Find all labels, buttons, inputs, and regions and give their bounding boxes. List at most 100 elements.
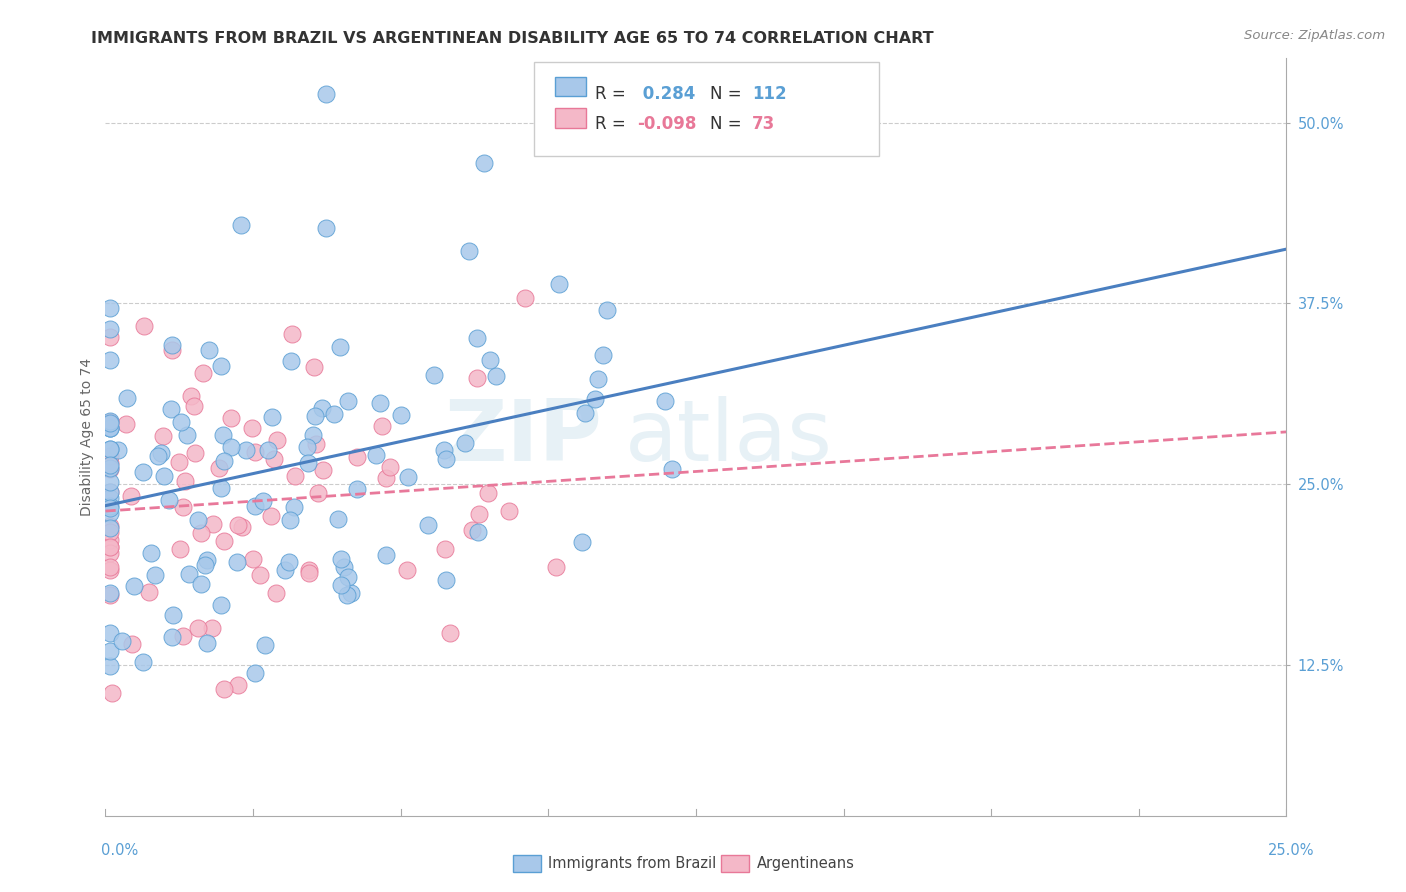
Point: [212, 454, 235, 468]
Point: [190, 577, 212, 591]
Point: [583, 392, 606, 406]
Point: [157, 492, 180, 507]
Point: [143, 567, 166, 582]
Point: [170, 415, 193, 429]
Point: [240, 421, 263, 435]
Point: [571, 535, 593, 549]
Point: [339, 586, 361, 600]
Text: R =: R =: [595, 115, 631, 133]
Point: [211, 427, 233, 442]
Point: [98, 442, 121, 457]
Point: [107, 442, 129, 457]
Text: N =: N =: [710, 115, 747, 133]
Point: [312, 463, 335, 477]
Point: [162, 338, 184, 352]
Point: [160, 630, 183, 644]
Point: [305, 437, 328, 451]
Point: [231, 218, 253, 232]
Point: [297, 441, 319, 455]
Point: [301, 427, 323, 442]
Point: [202, 516, 225, 531]
Text: ZIP: ZIP: [444, 395, 602, 479]
Point: [193, 366, 215, 380]
Point: [322, 407, 344, 421]
Point: [209, 599, 232, 613]
Text: Immigrants from Brazil: Immigrants from Brazil: [548, 856, 717, 871]
Point: [260, 410, 283, 425]
Point: [478, 352, 501, 367]
Point: [454, 435, 477, 450]
Point: [284, 469, 307, 483]
Point: [187, 621, 209, 635]
Point: [302, 360, 325, 375]
Text: Source: ZipAtlas.com: Source: ZipAtlas.com: [1244, 29, 1385, 42]
Point: [98, 321, 121, 335]
Point: [546, 560, 568, 574]
Point: [378, 460, 401, 475]
Point: [257, 443, 280, 458]
Point: [281, 326, 304, 341]
Text: 0.284: 0.284: [637, 85, 696, 103]
Point: [472, 156, 495, 170]
Point: [120, 489, 142, 503]
Point: [98, 475, 121, 489]
Point: [278, 513, 301, 527]
Point: [336, 570, 359, 584]
Point: [274, 563, 297, 577]
Point: [249, 568, 271, 582]
Point: [346, 450, 368, 464]
Point: [389, 408, 412, 422]
Point: [98, 521, 121, 535]
Point: [330, 552, 353, 566]
Point: [221, 440, 243, 454]
Point: [283, 500, 305, 514]
Point: [311, 401, 333, 416]
Point: [260, 508, 283, 523]
Point: [366, 448, 388, 462]
Point: [187, 513, 209, 527]
Point: [195, 553, 218, 567]
Point: [98, 518, 121, 533]
Point: [375, 548, 398, 562]
Point: [98, 491, 121, 505]
Point: [467, 524, 489, 539]
Point: [484, 369, 506, 384]
Point: [115, 391, 138, 405]
Point: [298, 566, 321, 580]
Point: [98, 540, 121, 554]
Point: [329, 578, 352, 592]
Point: [264, 586, 287, 600]
Point: [214, 534, 236, 549]
Point: [98, 588, 121, 602]
Point: [98, 420, 121, 434]
Point: [98, 500, 121, 514]
Point: [98, 301, 121, 315]
Point: [515, 292, 537, 306]
Text: -0.098: -0.098: [637, 115, 696, 133]
Point: [174, 474, 197, 488]
Point: [98, 501, 121, 516]
Point: [184, 446, 207, 460]
Text: 73: 73: [752, 115, 776, 133]
Point: [98, 414, 121, 428]
Point: [460, 523, 482, 537]
Point: [121, 636, 143, 650]
Point: [439, 626, 461, 640]
Point: [477, 486, 499, 500]
Point: [183, 399, 205, 413]
Point: [98, 524, 121, 539]
Text: 25.0%: 25.0%: [1267, 843, 1315, 858]
Point: [595, 302, 617, 317]
Point: [465, 330, 488, 344]
Point: [592, 347, 614, 361]
Point: [169, 542, 191, 557]
Point: [297, 456, 319, 470]
Point: [661, 462, 683, 476]
Point: [98, 420, 121, 434]
Point: [225, 555, 247, 569]
Point: [98, 352, 121, 367]
Point: [160, 343, 183, 357]
Point: [176, 428, 198, 442]
Point: [434, 452, 457, 467]
Point: [245, 500, 267, 514]
